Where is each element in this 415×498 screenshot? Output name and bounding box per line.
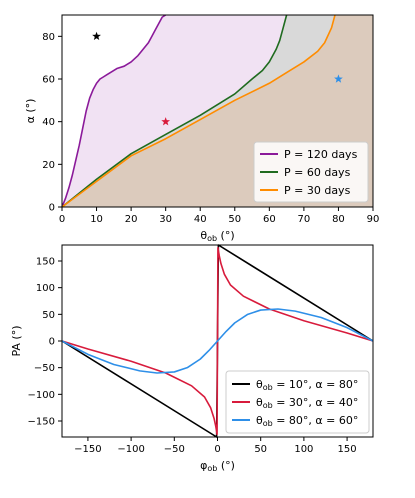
bottom-x-axis-label: φob (°) [200, 459, 235, 473]
x-tick-label: 50 [254, 444, 267, 455]
y-tick-label: −100 [28, 390, 55, 401]
line-p120-days [61, 14, 167, 208]
x-tick-label: 50 [228, 214, 241, 225]
x-tick-label: 90 [367, 214, 380, 225]
bottom-legend: θob = 10°, α = 80° θob = 30°, α = 40° θo… [225, 370, 370, 434]
x-tick-label: 40 [194, 214, 207, 225]
x-tick-label: 100 [294, 444, 313, 455]
y-tick-label: 100 [36, 283, 55, 294]
top-legend-box [253, 141, 369, 203]
region-p120 [62, 15, 287, 207]
y-tick-label: 150 [36, 257, 55, 268]
x-tick-label: −50 [164, 444, 185, 455]
bottom-panel: −150 −100 −50 0 50 100 150 −150 −100 −50 0 50 100 150… [10, 244, 374, 473]
x-tick-label: 150 [338, 444, 357, 455]
line-theta80-alpha60 [61, 308, 374, 374]
y-tick-label: 0 [49, 337, 55, 348]
legend-label-p60: P = 60 days [284, 166, 351, 179]
legend-label-blue: θob = 80°, α = 60° [256, 414, 358, 428]
x-tick-label: 0 [214, 444, 220, 455]
star-marker [92, 31, 101, 41]
x-tick-label: 20 [125, 214, 138, 225]
top-y-axis-label: α (°) [24, 99, 37, 124]
star-marker [334, 74, 343, 83]
y-tick-label: 20 [42, 160, 55, 171]
x-tick-label: 60 [263, 214, 276, 225]
star-marker [161, 117, 171, 126]
y-tick-label: 50 [42, 310, 55, 321]
legend-label-crimson: θob = 30°, α = 40° [256, 396, 358, 410]
y-tick-label: 60 [42, 75, 55, 86]
bottom-legend-box [225, 370, 370, 434]
top-plot-frame [61, 14, 374, 208]
bottom-y-axis-label: PA (°) [10, 325, 23, 356]
region-p60 [62, 15, 335, 207]
y-tick-label: 0 [49, 203, 55, 214]
legend-label-black: θob = 10°, α = 80° [256, 378, 358, 392]
x-tick-label: 0 [59, 214, 65, 225]
top-x-axis-label: θob (°) [200, 229, 234, 243]
top-panel: 0 10 20 30 40 50 60 70 80 90 0 20 40 60 80 θob (°) α (… [24, 14, 380, 243]
y-tick-label: −150 [28, 417, 55, 428]
y-tick-label: 40 [42, 117, 55, 128]
line-p30-days [61, 14, 336, 208]
legend-label-p30: P = 30 days [284, 184, 351, 197]
y-tick-label: 80 [42, 32, 55, 43]
top-legend: P = 120 days P = 60 days P = 30 days [253, 141, 369, 203]
x-tick-label: −150 [74, 444, 101, 455]
legend-label-p120: P = 120 days [284, 148, 358, 161]
x-tick-label: 30 [159, 214, 172, 225]
line-p60-days [61, 14, 288, 208]
x-tick-label: −100 [117, 444, 144, 455]
x-tick-label: 70 [298, 214, 311, 225]
y-tick-label: −50 [34, 363, 55, 374]
x-tick-label: 10 [90, 214, 103, 225]
x-tick-label: 80 [332, 214, 345, 225]
